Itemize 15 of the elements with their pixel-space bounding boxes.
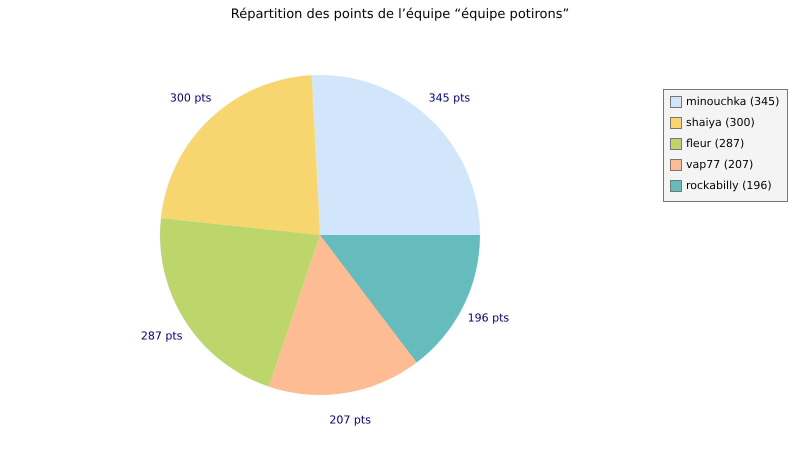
legend-label: rockabilly (196)	[686, 179, 772, 192]
legend-label: vap77 (207)	[686, 158, 754, 171]
data-label: 287 pts	[140, 329, 183, 342]
pie-slice	[160, 218, 320, 387]
data-label: 300 pts	[170, 92, 212, 105]
data-label: 207 pts	[329, 414, 372, 427]
data-label: 196 pts	[468, 312, 510, 325]
legend-label: minouchka (345)	[686, 95, 780, 108]
pie-slice	[160, 75, 320, 235]
chart-title: Répartition des points de l’équipe “équipe potirons”	[230, 7, 570, 22]
pie-slice	[312, 75, 480, 235]
legend-label: shaiya (300)	[686, 116, 755, 129]
legend-label: fleur (287)	[686, 137, 744, 150]
data-label: 345 pts	[428, 92, 470, 105]
pie-slice	[268, 235, 417, 395]
